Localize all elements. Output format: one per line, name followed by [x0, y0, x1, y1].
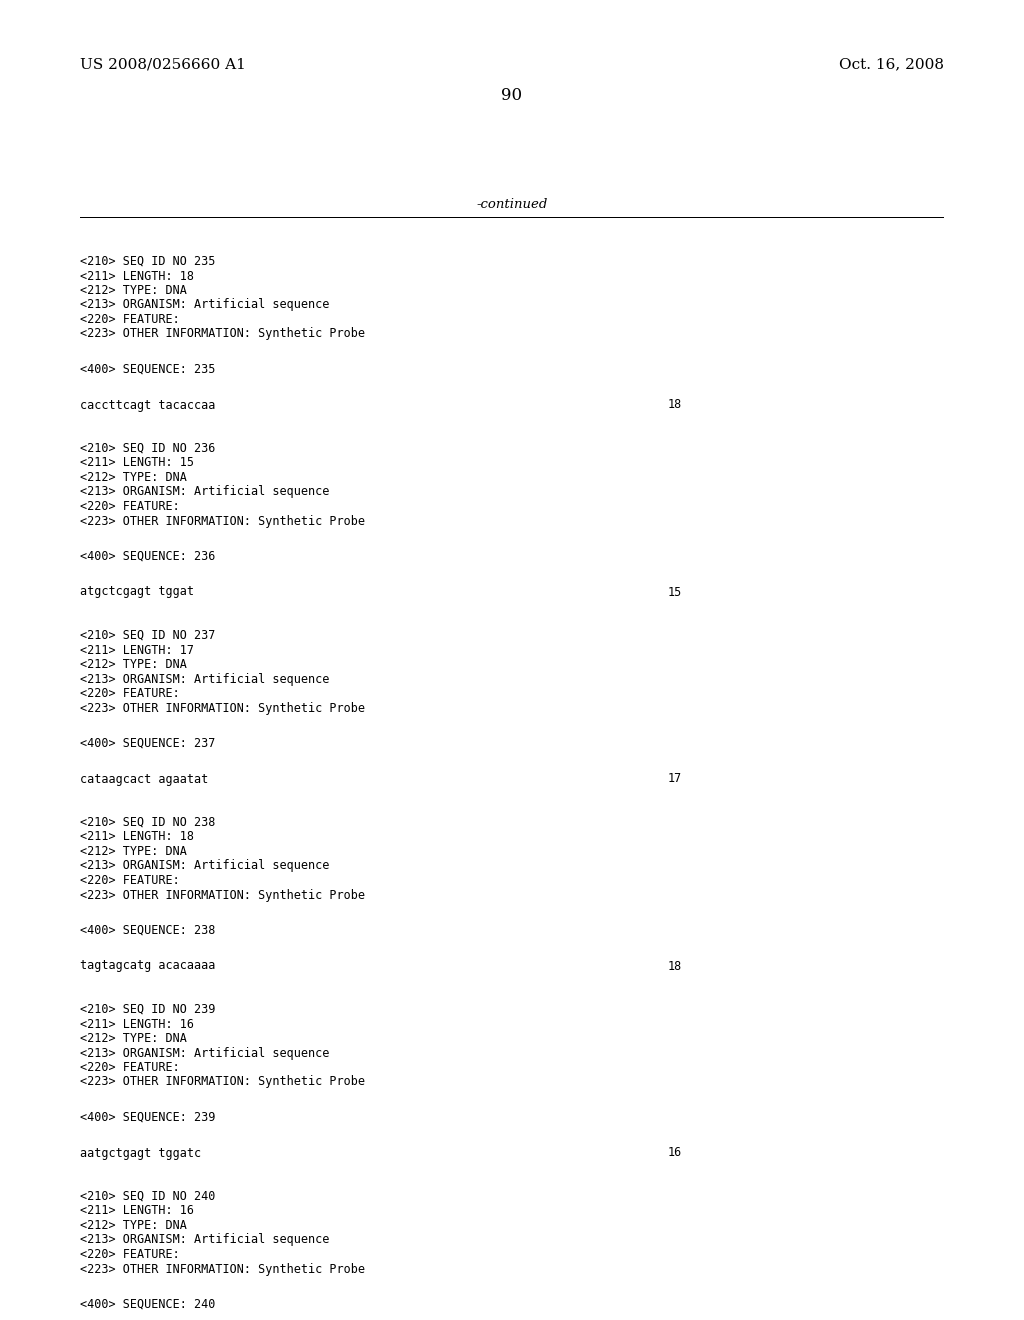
Text: caccttcagt tacaccaa: caccttcagt tacaccaa — [80, 399, 215, 412]
Text: cataagcact agaatat: cataagcact agaatat — [80, 772, 208, 785]
Text: <213> ORGANISM: Artificial sequence: <213> ORGANISM: Artificial sequence — [80, 1233, 330, 1246]
Text: <212> TYPE: DNA: <212> TYPE: DNA — [80, 1218, 186, 1232]
Text: <400> SEQUENCE: 240: <400> SEQUENCE: 240 — [80, 1298, 215, 1311]
Text: US 2008/0256660 A1: US 2008/0256660 A1 — [80, 57, 246, 71]
Text: <223> OTHER INFORMATION: Synthetic Probe: <223> OTHER INFORMATION: Synthetic Probe — [80, 701, 365, 714]
Text: <400> SEQUENCE: 237: <400> SEQUENCE: 237 — [80, 737, 215, 750]
Text: tagtagcatg acacaaaa: tagtagcatg acacaaaa — [80, 960, 215, 973]
Text: <210> SEQ ID NO 236: <210> SEQ ID NO 236 — [80, 442, 215, 455]
Text: <213> ORGANISM: Artificial sequence: <213> ORGANISM: Artificial sequence — [80, 486, 330, 499]
Text: <211> LENGTH: 16: <211> LENGTH: 16 — [80, 1204, 194, 1217]
Text: 15: 15 — [668, 586, 682, 598]
Text: <223> OTHER INFORMATION: Synthetic Probe: <223> OTHER INFORMATION: Synthetic Probe — [80, 327, 365, 341]
Text: <213> ORGANISM: Artificial sequence: <213> ORGANISM: Artificial sequence — [80, 298, 330, 312]
Text: 16: 16 — [668, 1147, 682, 1159]
Text: 18: 18 — [668, 399, 682, 412]
Text: <220> FEATURE:: <220> FEATURE: — [80, 1061, 180, 1074]
Text: <213> ORGANISM: Artificial sequence: <213> ORGANISM: Artificial sequence — [80, 1047, 330, 1060]
Text: <211> LENGTH: 18: <211> LENGTH: 18 — [80, 269, 194, 282]
Text: <212> TYPE: DNA: <212> TYPE: DNA — [80, 284, 186, 297]
Text: <211> LENGTH: 16: <211> LENGTH: 16 — [80, 1018, 194, 1031]
Text: <212> TYPE: DNA: <212> TYPE: DNA — [80, 471, 186, 484]
Text: <220> FEATURE:: <220> FEATURE: — [80, 500, 180, 513]
Text: 90: 90 — [502, 87, 522, 104]
Text: <220> FEATURE:: <220> FEATURE: — [80, 874, 180, 887]
Text: atgctcgagt tggat: atgctcgagt tggat — [80, 586, 194, 598]
Text: 17: 17 — [668, 772, 682, 785]
Text: 18: 18 — [668, 960, 682, 973]
Text: <400> SEQUENCE: 235: <400> SEQUENCE: 235 — [80, 363, 215, 376]
Text: <211> LENGTH: 18: <211> LENGTH: 18 — [80, 830, 194, 843]
Text: <220> FEATURE:: <220> FEATURE: — [80, 686, 180, 700]
Text: <223> OTHER INFORMATION: Synthetic Probe: <223> OTHER INFORMATION: Synthetic Probe — [80, 515, 365, 528]
Text: <400> SEQUENCE: 236: <400> SEQUENCE: 236 — [80, 550, 215, 564]
Text: <220> FEATURE:: <220> FEATURE: — [80, 1247, 180, 1261]
Text: <223> OTHER INFORMATION: Synthetic Probe: <223> OTHER INFORMATION: Synthetic Probe — [80, 1262, 365, 1275]
Text: -continued: -continued — [476, 198, 548, 211]
Text: <210> SEQ ID NO 240: <210> SEQ ID NO 240 — [80, 1191, 215, 1203]
Text: <400> SEQUENCE: 239: <400> SEQUENCE: 239 — [80, 1111, 215, 1125]
Text: <223> OTHER INFORMATION: Synthetic Probe: <223> OTHER INFORMATION: Synthetic Probe — [80, 1076, 365, 1089]
Text: <212> TYPE: DNA: <212> TYPE: DNA — [80, 845, 186, 858]
Text: <213> ORGANISM: Artificial sequence: <213> ORGANISM: Artificial sequence — [80, 859, 330, 873]
Text: <400> SEQUENCE: 238: <400> SEQUENCE: 238 — [80, 924, 215, 937]
Text: <212> TYPE: DNA: <212> TYPE: DNA — [80, 1032, 186, 1045]
Text: aatgctgagt tggatc: aatgctgagt tggatc — [80, 1147, 201, 1159]
Text: <210> SEQ ID NO 235: <210> SEQ ID NO 235 — [80, 255, 215, 268]
Text: <210> SEQ ID NO 239: <210> SEQ ID NO 239 — [80, 1003, 215, 1016]
Text: <212> TYPE: DNA: <212> TYPE: DNA — [80, 657, 186, 671]
Text: <210> SEQ ID NO 238: <210> SEQ ID NO 238 — [80, 816, 215, 829]
Text: <223> OTHER INFORMATION: Synthetic Probe: <223> OTHER INFORMATION: Synthetic Probe — [80, 888, 365, 902]
Text: <211> LENGTH: 15: <211> LENGTH: 15 — [80, 457, 194, 470]
Text: Oct. 16, 2008: Oct. 16, 2008 — [839, 57, 944, 71]
Text: <210> SEQ ID NO 237: <210> SEQ ID NO 237 — [80, 630, 215, 642]
Text: <213> ORGANISM: Artificial sequence: <213> ORGANISM: Artificial sequence — [80, 672, 330, 685]
Text: <211> LENGTH: 17: <211> LENGTH: 17 — [80, 644, 194, 656]
Text: <220> FEATURE:: <220> FEATURE: — [80, 313, 180, 326]
